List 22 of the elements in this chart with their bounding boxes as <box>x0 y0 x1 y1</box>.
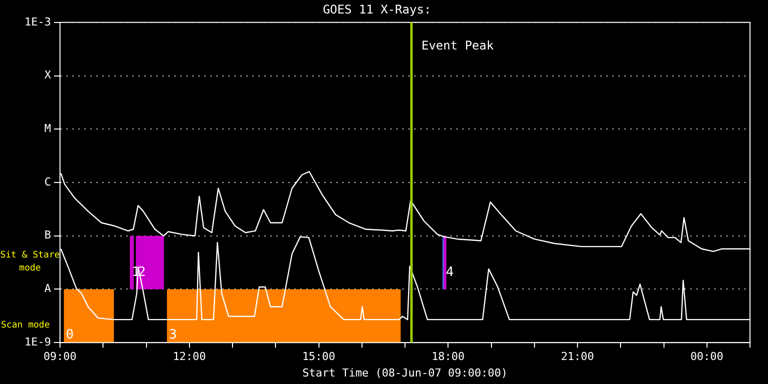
ref-line-label: Event Peak <box>421 38 494 53</box>
band-label: 3 <box>168 327 177 342</box>
y-tick-label: 1E-3 <box>24 15 51 28</box>
x-tick-label: 18:00 <box>432 350 465 364</box>
y-tick-label: M <box>44 122 52 135</box>
y-tick-label: X <box>44 68 52 82</box>
x-tick-label: 00:00 <box>690 350 724 364</box>
chart-title: GOES 11 X-Rays: <box>322 2 432 16</box>
band-label: 1 <box>132 265 140 280</box>
band-label: 4 <box>446 265 454 280</box>
x-tick-label: 15:00 <box>302 350 336 364</box>
x-axis-title: Start Time (08-Jun-07 09:00:00) <box>302 366 508 380</box>
x-tick-label: 09:00 <box>43 350 77 364</box>
y-tick-label: 1E-9 <box>24 335 51 348</box>
y-tick-label: A <box>44 282 52 296</box>
band-label: 0 <box>66 327 74 342</box>
text: Scan mode <box>1 320 50 330</box>
y-tick-label: B <box>44 228 52 242</box>
x-tick-label: 12:00 <box>172 350 206 364</box>
x-tick-label: 21:00 <box>560 350 594 364</box>
y-tick-label: C <box>44 175 51 188</box>
text: Sit & Stare mode <box>0 250 60 274</box>
